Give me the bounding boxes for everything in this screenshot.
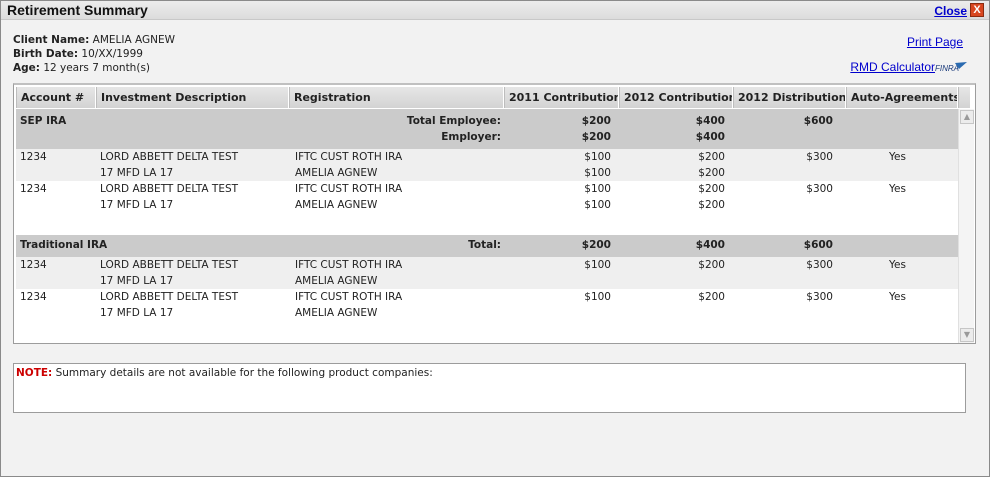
total-employee-label: Total Employee:	[406, 115, 501, 127]
registration-owner: AMELIA AGNEW	[295, 167, 378, 179]
contribution-2011-employer: $100	[584, 167, 611, 179]
distribution-2012: $300	[806, 151, 833, 163]
employer-label: Employer:	[441, 131, 501, 143]
account-number: 1234	[20, 291, 47, 303]
table-row[interactable]: 1234 LORD ABBETT DELTA TEST 17 MFD LA 17…	[16, 181, 960, 235]
registration-owner: AMELIA AGNEW	[295, 199, 378, 211]
group-name: Traditional IRA	[20, 239, 108, 251]
investment-description-sub: 17 MFD LA 17	[100, 199, 174, 211]
registration: IFTC CUST ROTH IRA	[295, 259, 403, 271]
table-row[interactable]: 1234 LORD ABBETT DELTA TEST 17 MFD LA 17…	[16, 289, 960, 343]
table-body[interactable]: SEP IRA Total Employee: $200 $400 $600 E…	[16, 109, 960, 343]
total-label: Total:	[468, 239, 501, 251]
auto-agreement: Yes	[889, 151, 906, 163]
investment-description: LORD ABBETT DELTA TEST	[100, 259, 239, 271]
registration-owner: AMELIA AGNEW	[295, 307, 378, 319]
summary-table: Account # Investment Description Registr…	[13, 83, 976, 344]
registration: IFTC CUST ROTH IRA	[295, 151, 403, 163]
birth-date-label: Birth Date:	[13, 48, 79, 60]
finra-logo-text: FINRA	[935, 64, 959, 73]
note-label: NOTE:	[16, 367, 53, 379]
contribution-2012: $200	[698, 291, 725, 303]
investment-description-sub: 17 MFD LA 17	[100, 167, 174, 179]
rmd-calculator-link[interactable]: RMD Calculator	[850, 60, 935, 74]
investment-description: LORD ABBETT DELTA TEST	[100, 291, 239, 303]
birth-date-line: Birth Date: 10/XX/1999	[13, 47, 175, 61]
header-auto-agreements: Auto-Agreements	[846, 87, 958, 108]
contribution-2011: $100	[584, 259, 611, 271]
age-value: 12 years 7 month(s)	[43, 62, 151, 74]
header-2011-contributions: 2011 Contributions	[504, 87, 619, 108]
contribution-2012: $200	[698, 151, 725, 163]
print-page-link[interactable]: Print Page	[906, 35, 963, 49]
registration-owner: AMELIA AGNEW	[295, 275, 378, 287]
birth-date-value: 10/XX/1999	[81, 48, 143, 60]
distribution-2012: $300	[806, 183, 833, 195]
contribution-2011: $100	[584, 183, 611, 195]
client-name-label: Client Name:	[13, 34, 90, 46]
age-line: Age: 12 years 7 month(s)	[13, 61, 175, 75]
client-name-line: Client Name: AMELIA AGNEW	[13, 33, 175, 47]
account-number: 1234	[20, 183, 47, 195]
table-header: Account # Investment Description Registr…	[16, 87, 971, 108]
contribution-2012-employer: $200	[698, 167, 725, 179]
group-row-sep-ira: SEP IRA Total Employee: $200 $400 $600 E…	[16, 109, 960, 149]
auto-agreement: Yes	[889, 291, 906, 303]
total-employee-2011: $200	[581, 115, 611, 127]
employer-2012: $400	[695, 131, 725, 143]
scroll-down-icon[interactable]: ▼	[960, 328, 974, 342]
scroll-up-icon[interactable]: ▲	[960, 110, 974, 124]
header-account: Account #	[16, 87, 96, 108]
registration: IFTC CUST ROTH IRA	[295, 183, 403, 195]
close-link[interactable]: Close	[934, 4, 967, 18]
total-distributions-2012: $600	[803, 115, 833, 127]
distribution-2012: $300	[806, 259, 833, 271]
contribution-2012: $200	[698, 183, 725, 195]
total-2012: $400	[695, 239, 725, 251]
total-distributions: $600	[803, 239, 833, 251]
contribution-2011: $100	[584, 291, 611, 303]
registration: IFTC CUST ROTH IRA	[295, 291, 403, 303]
contribution-2011: $100	[584, 151, 611, 163]
investment-description-sub: 17 MFD LA 17	[100, 307, 174, 319]
header-registration: Registration	[289, 87, 504, 108]
contribution-2011-employer: $100	[584, 199, 611, 211]
table-row[interactable]: 1234 LORD ABBETT DELTA TEST 17 MFD LA 17…	[16, 149, 960, 181]
account-number: 1234	[20, 259, 47, 271]
header-spacer	[958, 87, 971, 108]
age-label: Age:	[13, 62, 40, 74]
finra-logo-icon: FINRA	[935, 62, 967, 73]
employer-2011: $200	[581, 131, 611, 143]
vertical-scrollbar[interactable]: ▲ ▼	[958, 109, 974, 343]
auto-agreement: Yes	[889, 183, 906, 195]
window-title: Retirement Summary	[7, 2, 148, 18]
note-text: Summary details are not available for th…	[55, 367, 433, 379]
contribution-2012-employer: $200	[698, 199, 725, 211]
account-number: 1234	[20, 151, 47, 163]
group-row-traditional-ira: Traditional IRA Total: $200 $400 $600	[16, 235, 960, 257]
investment-description-sub: 17 MFD LA 17	[100, 275, 174, 287]
group-name: SEP IRA	[20, 115, 67, 127]
header-2012-distributions: 2012 Distributions	[733, 87, 846, 108]
total-2011: $200	[581, 239, 611, 251]
table-row[interactable]: 1234 LORD ABBETT DELTA TEST 17 MFD LA 17…	[16, 257, 960, 289]
client-name-value: AMELIA AGNEW	[92, 34, 176, 46]
client-info: Client Name: AMELIA AGNEW Birth Date: 10…	[13, 33, 175, 75]
header-investment-description: Investment Description	[96, 87, 289, 108]
auto-agreement: Yes	[889, 259, 906, 271]
header-2012-contributions: 2012 Contributions	[619, 87, 733, 108]
note-box: NOTE: Summary details are not available …	[13, 363, 966, 413]
contribution-2012: $200	[698, 259, 725, 271]
total-employee-2012: $400	[695, 115, 725, 127]
title-bar: Retirement Summary Close X	[1, 1, 989, 20]
investment-description: LORD ABBETT DELTA TEST	[100, 151, 239, 163]
finra-logo-swoosh	[955, 62, 967, 69]
investment-description: LORD ABBETT DELTA TEST	[100, 183, 239, 195]
close-icon[interactable]: X	[970, 3, 984, 17]
distribution-2012: $300	[806, 291, 833, 303]
